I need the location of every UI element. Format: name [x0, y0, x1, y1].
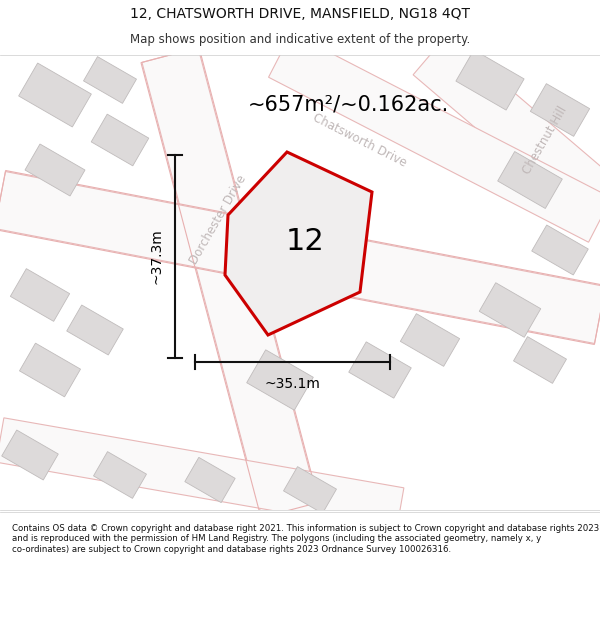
Polygon shape	[25, 144, 85, 196]
Polygon shape	[2, 430, 58, 480]
Polygon shape	[456, 50, 524, 110]
Polygon shape	[530, 84, 590, 136]
Polygon shape	[19, 343, 80, 397]
Polygon shape	[0, 418, 404, 532]
Polygon shape	[225, 152, 372, 335]
Polygon shape	[413, 35, 600, 220]
Text: Chatsworth Drive: Chatsworth Drive	[311, 111, 409, 169]
Polygon shape	[349, 342, 411, 398]
Text: 12: 12	[286, 228, 325, 256]
Polygon shape	[91, 114, 149, 166]
Polygon shape	[83, 57, 136, 103]
Text: 12, CHATSWORTH DRIVE, MANSFIELD, NG18 4QT: 12, CHATSWORTH DRIVE, MANSFIELD, NG18 4Q…	[130, 7, 470, 21]
Polygon shape	[269, 32, 600, 242]
Text: ~657m²/~0.162ac.: ~657m²/~0.162ac.	[248, 95, 449, 115]
Polygon shape	[532, 225, 588, 275]
Polygon shape	[185, 458, 235, 503]
Polygon shape	[247, 350, 313, 410]
Polygon shape	[514, 337, 566, 383]
Text: ~35.1m: ~35.1m	[265, 377, 320, 391]
Polygon shape	[497, 151, 562, 209]
Polygon shape	[94, 452, 146, 498]
Text: Map shows position and indicative extent of the property.: Map shows position and indicative extent…	[130, 33, 470, 46]
Polygon shape	[479, 282, 541, 338]
Polygon shape	[19, 63, 91, 127]
Text: ~37.3m: ~37.3m	[149, 229, 163, 284]
Polygon shape	[10, 269, 70, 321]
Polygon shape	[142, 48, 318, 518]
Polygon shape	[284, 467, 337, 513]
Polygon shape	[0, 171, 600, 344]
Text: Contains OS data © Crown copyright and database right 2021. This information is : Contains OS data © Crown copyright and d…	[12, 524, 599, 554]
Text: Dorchester Drive: Dorchester Drive	[187, 173, 249, 267]
Text: Chestnut Hill: Chestnut Hill	[520, 104, 569, 176]
Polygon shape	[67, 305, 123, 355]
Polygon shape	[400, 314, 460, 366]
